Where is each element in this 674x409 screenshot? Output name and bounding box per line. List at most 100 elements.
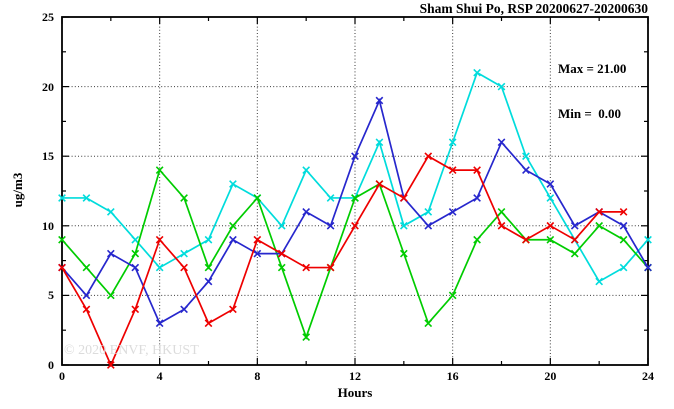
x-axis-tick-label: 8 <box>254 369 261 383</box>
data-point-marker <box>570 221 579 230</box>
x-axis-tick-label: 0 <box>59 369 65 383</box>
data-point-marker <box>619 263 628 272</box>
data-point-marker <box>180 249 188 258</box>
stats-box: Max = 21.00 Min = 0.00 <box>558 31 626 151</box>
data-point-marker <box>619 235 628 244</box>
data-point-marker <box>253 249 262 258</box>
data-point-marker <box>204 263 213 272</box>
data-point-marker <box>277 249 286 258</box>
data-point-marker <box>204 235 213 244</box>
data-point-marker <box>619 221 628 230</box>
data-point-marker <box>326 263 335 272</box>
data-point-marker <box>473 235 481 244</box>
data-point-marker <box>399 221 408 230</box>
data-point-marker <box>204 319 213 328</box>
data-point-marker <box>302 333 311 342</box>
data-point-marker <box>522 235 530 244</box>
data-point-marker <box>497 138 506 147</box>
data-point-marker <box>424 208 433 216</box>
data-point-marker <box>277 263 286 272</box>
data-point-marker <box>131 235 140 244</box>
data-point-marker <box>473 68 481 77</box>
data-point-marker <box>399 249 408 258</box>
y-axis-label: ug/m3 <box>10 172 25 208</box>
x-axis-tick-label: 20 <box>544 369 557 383</box>
data-point-marker <box>546 235 555 244</box>
data-point-marker <box>253 235 262 244</box>
data-point-marker <box>326 221 335 230</box>
data-point-marker <box>546 180 555 188</box>
data-point-marker <box>229 221 237 230</box>
x-axis-tick-label: 16 <box>446 369 459 383</box>
max-value-label: Max = 21.00 <box>558 61 627 76</box>
data-point-marker <box>106 291 115 300</box>
data-point-marker <box>595 208 604 216</box>
data-point-marker <box>375 138 384 147</box>
data-point-marker <box>351 221 359 230</box>
data-point-marker <box>302 208 311 216</box>
watermark: © 2020 ENVF, HKUST <box>64 343 199 358</box>
y-axis-tick-label: 25 <box>42 10 54 24</box>
data-point-marker <box>546 221 555 230</box>
data-point-marker <box>570 249 579 258</box>
data-point-marker <box>497 82 506 91</box>
data-point-marker <box>424 152 433 161</box>
data-point-marker <box>595 277 604 286</box>
data-point-marker <box>82 305 91 314</box>
data-point-marker <box>424 319 433 328</box>
data-point-marker <box>351 194 359 202</box>
data-point-marker <box>570 235 579 244</box>
data-point-marker <box>448 291 457 300</box>
series-red-line <box>61 155 624 368</box>
data-point-marker <box>106 361 115 369</box>
data-point-marker <box>82 291 91 300</box>
y-axis-tick-label: 20 <box>42 79 54 94</box>
data-point-marker <box>253 194 262 202</box>
data-point-marker <box>229 180 237 188</box>
data-point-marker <box>131 249 140 258</box>
x-axis-tick-label: 4 <box>156 369 163 383</box>
series-blue <box>58 96 652 328</box>
data-point-marker <box>399 194 408 202</box>
data-point-marker <box>522 166 530 174</box>
data-point-marker <box>155 263 164 272</box>
data-point-marker <box>58 235 66 244</box>
x-axis-tick-label: 24 <box>642 369 654 383</box>
data-point-marker <box>82 194 91 202</box>
data-point-marker <box>155 166 164 174</box>
series-green <box>58 166 652 342</box>
data-point-marker <box>155 235 164 244</box>
data-point-marker <box>644 235 652 244</box>
data-point-marker <box>522 152 530 161</box>
data-point-marker <box>131 305 140 314</box>
data-point-marker <box>497 208 506 216</box>
data-point-marker <box>204 277 213 286</box>
data-point-marker <box>644 263 652 272</box>
data-point-marker <box>82 263 91 272</box>
data-point-marker <box>595 221 604 230</box>
data-point-marker <box>302 263 311 272</box>
x-axis-label: Hours <box>337 385 373 400</box>
data-point-marker <box>302 166 311 174</box>
chart-title: Sham Shui Po, RSP 20200627-20200630 <box>419 1 648 16</box>
data-point-marker <box>277 221 286 230</box>
data-point-marker <box>375 96 384 105</box>
y-axis-tick-label: 15 <box>42 149 54 164</box>
data-point-marker <box>546 194 555 202</box>
y-axis-tick-label: 0 <box>48 358 54 372</box>
data-point-marker <box>473 194 481 202</box>
data-point-marker <box>326 194 335 202</box>
data-point-marker <box>229 305 237 314</box>
data-point-marker <box>58 263 66 272</box>
min-value-label: Min = 0.00 <box>558 106 622 121</box>
data-point-marker <box>131 263 140 272</box>
data-point-marker <box>180 194 188 202</box>
data-point-marker <box>448 138 457 147</box>
data-point-marker <box>497 221 506 230</box>
data-point-marker <box>351 152 359 161</box>
data-point-marker <box>448 166 457 174</box>
data-point-marker <box>180 305 188 314</box>
data-point-marker <box>180 263 188 272</box>
